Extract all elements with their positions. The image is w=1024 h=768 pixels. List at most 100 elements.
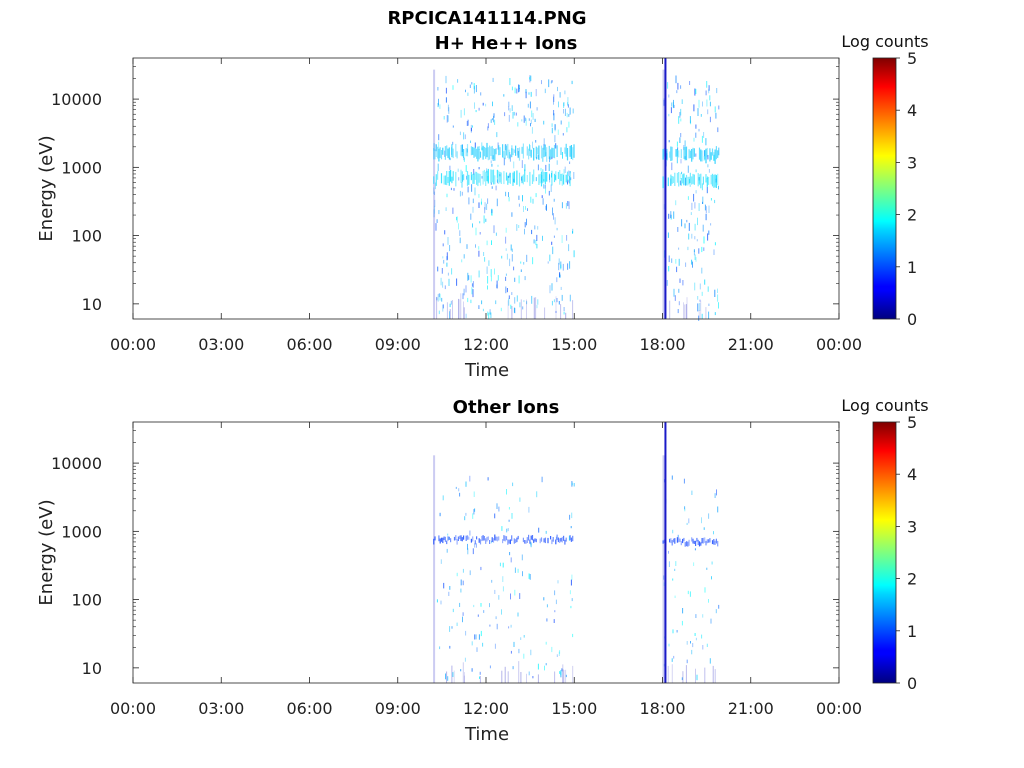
heatmap-pixel	[498, 595, 500, 600]
heatmap-pixel	[448, 591, 450, 596]
heatmap-pixel	[505, 286, 507, 294]
heatmap-pixel	[680, 173, 682, 179]
heatmap-pixel	[491, 579, 493, 583]
panel-1: H+ He++ Ions 00:00 03:00 06:00 09:00 12:00 15:…	[36, 32, 929, 381]
heatmap-band-pixel	[522, 174, 524, 185]
heatmap-pixel	[461, 191, 463, 196]
heatmap-band-pixel	[698, 174, 701, 186]
heatmap-pixel	[488, 312, 490, 320]
heatmap-band-pixel	[518, 172, 521, 187]
heatmap-pixel	[455, 486, 457, 489]
heatmap-pixel	[462, 662, 464, 683]
heatmap-pixel	[568, 535, 570, 541]
heatmap-band-pixel	[509, 172, 511, 184]
heatmap-pixel	[446, 548, 448, 553]
heatmap-pixel	[555, 143, 557, 149]
heatmap-pixel	[546, 604, 548, 608]
heatmap-pixel	[545, 641, 547, 645]
heatmap-pixel	[555, 599, 557, 605]
heatmap-band-pixel	[526, 537, 528, 543]
heatmap-pixel	[691, 233, 693, 239]
heatmap-band-pixel	[563, 174, 565, 185]
heatmap-pixel	[435, 144, 437, 152]
heatmap-band-pixel	[507, 143, 509, 158]
heatmap-band-pixel	[697, 173, 699, 187]
heatmap-pixel	[540, 167, 542, 171]
heatmap-pixel	[562, 152, 563, 159]
heatmap-pixel	[667, 232, 669, 238]
heatmap-band-pixel	[559, 538, 561, 543]
heatmap-pixel	[465, 481, 467, 487]
heatmap-pixel	[545, 188, 546, 194]
heatmap-band-pixel	[448, 147, 450, 160]
heatmap-pixel	[449, 645, 451, 649]
x-tick-label: 03:00	[198, 335, 244, 354]
y-tick-label: 10000	[51, 454, 102, 473]
heatmap-band-pixel	[692, 538, 694, 544]
colorbar-tick-label: 5	[907, 413, 917, 432]
heatmap-pixel	[481, 142, 483, 150]
heatmap-band-pixel	[670, 146, 672, 161]
heatmap-pixel	[471, 668, 473, 672]
heatmap-pixel	[714, 242, 716, 246]
heatmap-pixel	[509, 152, 511, 159]
heatmap-band-pixel	[433, 176, 435, 184]
heatmap-pixel	[442, 495, 444, 501]
heatmap-band-pixel	[505, 145, 508, 156]
heatmap-pixel	[564, 108, 566, 116]
heatmap-band-pixel	[494, 534, 496, 541]
heatmap-pixel	[472, 198, 474, 204]
heatmap-pixel	[495, 300, 497, 305]
heatmap-pixel	[682, 671, 684, 683]
heatmap-pixel	[557, 86, 558, 92]
heatmap-pixel	[495, 185, 497, 191]
heatmap-band-pixel	[522, 143, 524, 159]
heatmap-pixel	[695, 614, 697, 618]
heatmap-band-pixel	[682, 538, 684, 544]
heatmap-band-pixel	[468, 174, 470, 185]
heatmap-pixel	[514, 567, 516, 573]
heatmap-pixel	[553, 198, 555, 202]
heatmap-band-pixel	[485, 538, 487, 544]
heatmap-band-pixel	[478, 538, 480, 543]
heatmap-pixel	[447, 237, 449, 245]
heatmap-band-pixel	[483, 536, 485, 541]
heatmap-pixel	[485, 218, 487, 222]
heatmap-pixel	[475, 227, 477, 236]
heatmap-pixel	[471, 641, 473, 646]
heatmap-pixel	[549, 254, 551, 262]
heatmap-pixel	[704, 587, 706, 593]
heatmap-pixel	[718, 147, 720, 156]
heatmap-pixel	[671, 475, 673, 480]
heatmap-pixel	[553, 96, 554, 105]
heatmap-pixel	[434, 182, 436, 190]
heatmap-band-pixel	[503, 535, 505, 541]
heatmap-pixel	[478, 167, 480, 170]
heatmap-pixel	[478, 305, 480, 309]
x-tick-label: 21:00	[728, 335, 774, 354]
heatmap-pixel	[671, 658, 673, 662]
heatmap-pixel	[451, 665, 453, 683]
heatmap-pixel	[573, 250, 575, 258]
heatmap-pixel	[572, 633, 574, 638]
heatmap-pixel	[470, 213, 472, 220]
x-axis: 00:00 03:00 06:00 09:00 12:00 15:00 18:00 21:00…	[110, 58, 862, 354]
heatmap-pixel	[470, 140, 471, 143]
heatmap-pixel	[523, 115, 525, 123]
heatmap-pixel	[523, 653, 525, 659]
colorbar-tick-label: 3	[907, 153, 917, 172]
heatmap-band-pixel	[685, 174, 688, 186]
heatmap-pixel	[698, 310, 700, 319]
heatmap-band-pixel	[676, 172, 678, 183]
heatmap-band-pixel	[456, 151, 458, 159]
heatmap-pixel	[674, 595, 676, 598]
heatmap-pixel	[453, 188, 455, 191]
heatmap-pixel	[475, 634, 477, 640]
heatmap-pixel	[452, 207, 454, 214]
heatmap-pixel	[520, 269, 522, 272]
heatmap-pixel	[449, 626, 451, 632]
heatmap-pixel	[683, 302, 684, 319]
heatmap-band-pixel	[456, 539, 458, 545]
heatmap-band-pixel	[472, 173, 474, 184]
heatmap-band-pixel	[461, 537, 463, 542]
